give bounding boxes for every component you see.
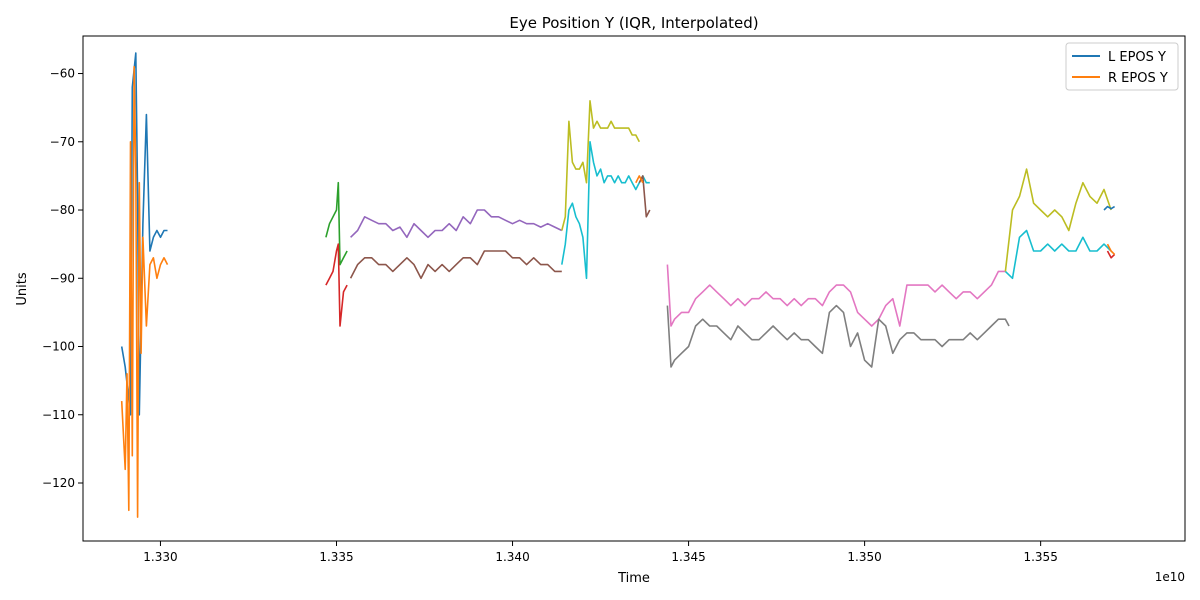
legend: L EPOS Y R EPOS Y bbox=[1065, 42, 1179, 91]
series-line-0 bbox=[120, 52, 168, 416]
x-tick-label: 1.330 bbox=[143, 550, 177, 564]
y-tick-label: −120 bbox=[42, 476, 75, 490]
y-tick-label: −80 bbox=[50, 203, 75, 217]
series-line-4 bbox=[350, 209, 563, 239]
x-axis-label: Time bbox=[617, 571, 650, 586]
y-tick-label: −60 bbox=[50, 67, 75, 81]
y-tick-label: −90 bbox=[50, 271, 75, 285]
y-tick-label: −70 bbox=[50, 135, 75, 149]
series-line-12 bbox=[1103, 205, 1116, 211]
y-tick-label: −100 bbox=[42, 340, 75, 354]
x-tick-label: 1.355 bbox=[1023, 550, 1057, 564]
y-axis-label: Units bbox=[15, 272, 30, 305]
series-line-8 bbox=[666, 264, 1006, 327]
legend-label-r-epos-y: R EPOS Y bbox=[1108, 71, 1168, 86]
x-axis-offset-label: 1e10 bbox=[1155, 570, 1185, 584]
y-axis-ticks: −60 −70 −80 −90 −100 −110 −120 bbox=[42, 67, 83, 490]
series-line-9 bbox=[666, 304, 1010, 368]
series-line-3 bbox=[325, 243, 348, 327]
series-line-5 bbox=[349, 250, 562, 280]
series-line-6 bbox=[561, 141, 650, 280]
legend-box bbox=[1065, 42, 1179, 91]
series-line-2 bbox=[325, 181, 348, 266]
x-tick-label: 1.335 bbox=[319, 550, 353, 564]
series-line-13 bbox=[1106, 250, 1116, 259]
series-line-11 bbox=[1004, 168, 1112, 272]
series-line-14 bbox=[1106, 243, 1116, 255]
series-line-7 bbox=[561, 100, 641, 231]
series-line-1 bbox=[120, 65, 169, 518]
plot-area-frame bbox=[82, 35, 1186, 542]
x-axis-ticks: 1.330 1.335 1.340 1.345 1.350 1.355 bbox=[143, 541, 1058, 564]
x-tick-label: 1.350 bbox=[847, 550, 881, 564]
series-line-10 bbox=[1004, 229, 1112, 280]
x-tick-label: 1.340 bbox=[495, 550, 529, 564]
legend-label-l-epos-y: L EPOS Y bbox=[1108, 50, 1166, 65]
chart-title: Eye Position Y (IQR, Interpolated) bbox=[509, 14, 758, 32]
series-line-16 bbox=[635, 175, 644, 184]
y-tick-label: −110 bbox=[42, 408, 75, 422]
series-layer bbox=[120, 52, 1116, 518]
x-tick-label: 1.345 bbox=[671, 550, 705, 564]
